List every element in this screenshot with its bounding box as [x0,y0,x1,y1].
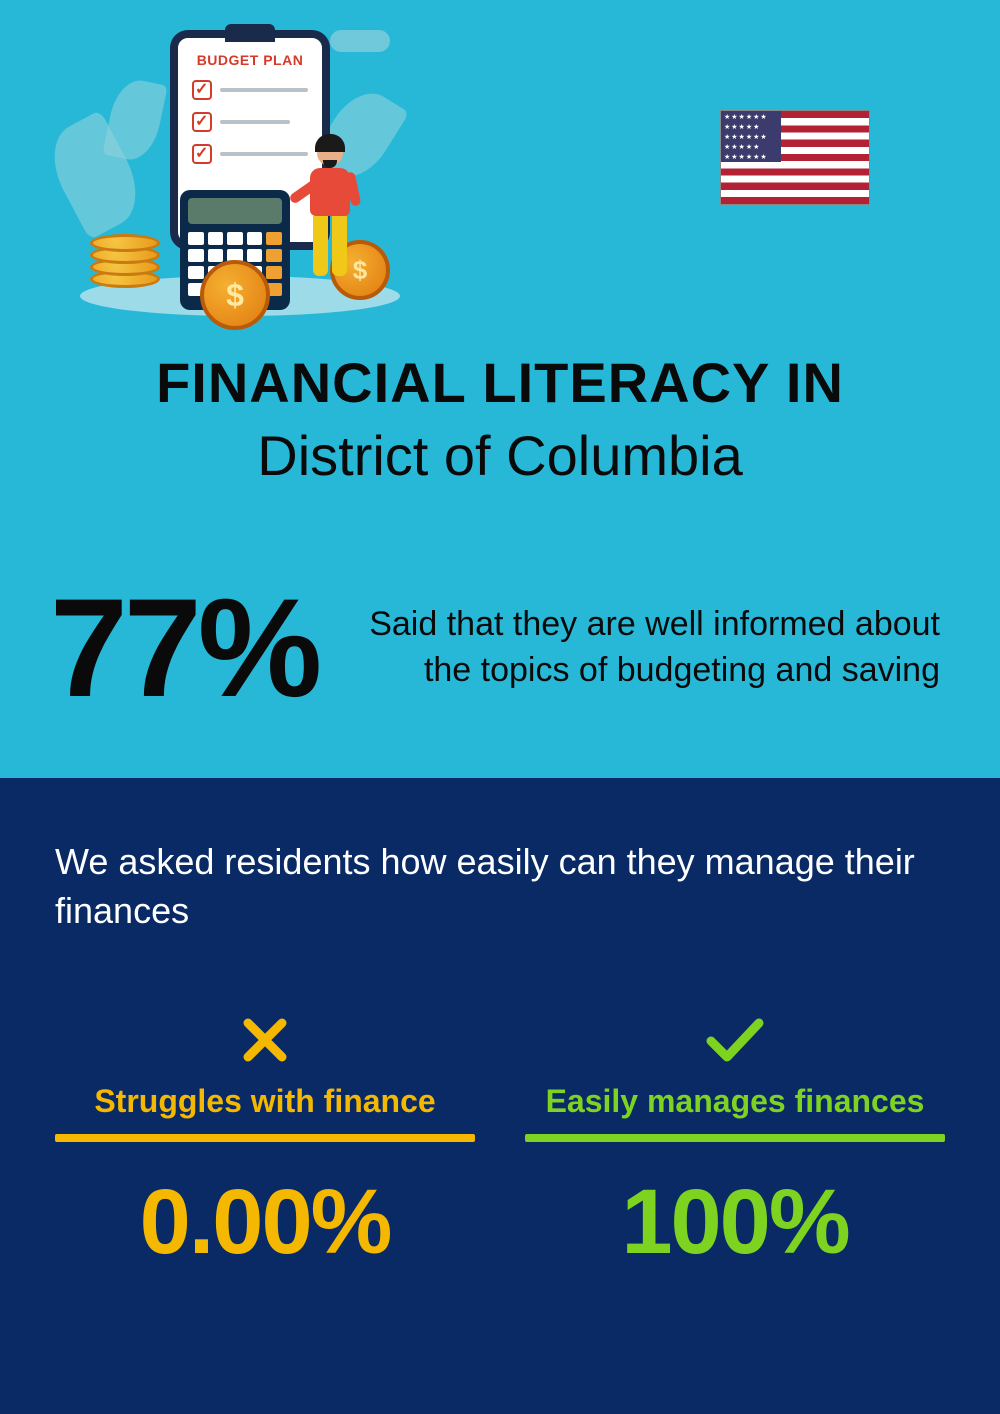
bottom-section: We asked residents how easily can they m… [0,778,1000,1414]
top-section: BUDGET PLAN $ [0,0,1000,778]
struggles-column: Struggles with finance 0.00% [55,1005,475,1275]
headline-stat: 77% Said that they are well informed abo… [50,578,950,718]
clipboard-label: BUDGET PLAN [178,52,322,68]
cloud-icon [330,30,390,52]
results-columns: Struggles with finance 0.00% Easily mana… [55,1005,945,1275]
coin-icon: $ [200,260,270,330]
struggles-rule [55,1134,475,1142]
cross-icon [55,1005,475,1075]
headline-percent: 77% [50,578,318,718]
us-flag-icon [720,110,870,205]
manages-value: 100% [525,1170,945,1275]
coin-stack-icon [90,220,180,300]
headline-description: Said that they are well informed about t… [358,602,950,694]
title-block: FINANCIAL LITERACY IN District of Columb… [50,350,950,488]
check-icon [525,1005,945,1075]
person-icon [300,140,360,290]
budget-illustration: BUDGET PLAN $ [50,30,410,310]
header-row: BUDGET PLAN $ [50,30,950,320]
title-sub: District of Columbia [50,423,950,488]
manages-column: Easily manages finances 100% [525,1005,945,1275]
infographic-page: BUDGET PLAN $ [0,0,1000,1414]
survey-question: We asked residents how easily can they m… [55,838,945,935]
manages-label: Easily manages finances [525,1083,945,1120]
title-main: FINANCIAL LITERACY IN [50,350,950,415]
struggles-value: 0.00% [55,1170,475,1275]
manages-rule [525,1134,945,1142]
struggles-label: Struggles with finance [55,1083,475,1120]
